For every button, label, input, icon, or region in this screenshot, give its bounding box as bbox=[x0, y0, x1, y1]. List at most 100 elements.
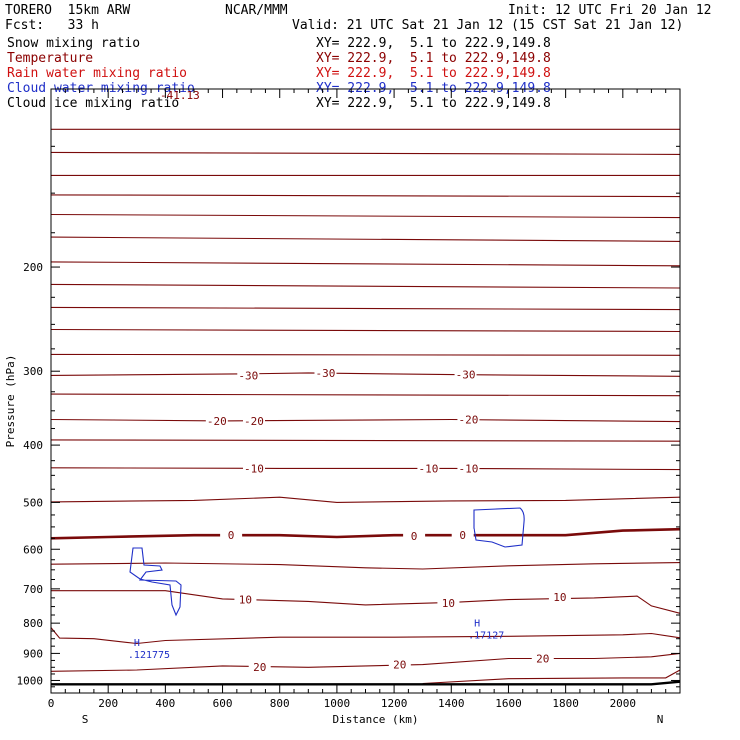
field-temperature-label: Temperature bbox=[7, 51, 94, 66]
y-tick-label: 400 bbox=[23, 439, 43, 452]
x-tick-label: 400 bbox=[155, 697, 175, 710]
isotherm-line bbox=[51, 590, 681, 614]
y-tick-label: 200 bbox=[23, 261, 43, 274]
y-tick-label: 900 bbox=[23, 647, 43, 660]
x-tick-label: 600 bbox=[213, 697, 233, 710]
cloud-water-max-value: .17127 bbox=[468, 630, 504, 641]
contour-label-backdrop bbox=[234, 593, 257, 605]
contour-label-backdrop bbox=[237, 369, 260, 381]
contour-label-backdrop bbox=[451, 529, 474, 541]
contour-label-backdrop bbox=[548, 590, 571, 602]
contour-label: 10 bbox=[553, 591, 566, 604]
contour-labels: -30 -30 -30 -20 -20 -20 -10 -10 -10 0 0 0 10 10 10 20 20… bbox=[205, 366, 571, 674]
x-tick-label: 1000 bbox=[324, 697, 351, 710]
isotherm-line bbox=[50, 151, 681, 155]
y-tick-label: 700 bbox=[23, 583, 43, 596]
contour-label: -20 bbox=[458, 413, 478, 426]
cloud-water-max-marker: H bbox=[134, 638, 140, 649]
isotherm-line bbox=[50, 236, 681, 242]
model-title: TORERO 15km ARW bbox=[5, 3, 131, 18]
field-cloud-ice-xy: XY= 222.9, 5.1 to 222.9,149.8 bbox=[316, 96, 551, 111]
isotherm-line bbox=[50, 283, 681, 289]
isotherm-line bbox=[50, 652, 681, 672]
contour-label: 0 bbox=[459, 529, 466, 542]
contour-label: -20 bbox=[207, 415, 227, 428]
isotherm-line bbox=[50, 372, 681, 377]
y-tick-label: 500 bbox=[23, 496, 43, 509]
isotherm-line bbox=[50, 353, 681, 356]
contour-label-backdrop bbox=[454, 368, 477, 380]
isotherm-line bbox=[50, 496, 681, 503]
isotherm-line bbox=[50, 467, 681, 471]
isotherm-line bbox=[50, 328, 681, 333]
isotherm-line bbox=[50, 261, 681, 267]
contour-label: -30 bbox=[316, 367, 336, 380]
org-label: NCAR/MMM bbox=[225, 3, 288, 18]
field-rain-xy: XY= 222.9, 5.1 to 222.9,149.8 bbox=[316, 66, 551, 81]
field-snow-label: Snow mixing ratio bbox=[7, 36, 141, 51]
field-temperature-xy: XY= 222.9, 5.1 to 222.9,149.8 bbox=[316, 51, 551, 66]
contour-label: -30 bbox=[456, 369, 476, 382]
contour-label-backdrop bbox=[457, 413, 480, 425]
contour-label-backdrop bbox=[242, 414, 265, 426]
contour-label-backdrop bbox=[417, 462, 440, 474]
x-tick-label: 1200 bbox=[381, 697, 408, 710]
isotherm-line bbox=[50, 439, 681, 442]
contour-label: 20 bbox=[393, 659, 406, 672]
contour-label: -30 bbox=[238, 369, 258, 382]
x-axis-title: Distance (km) bbox=[332, 713, 418, 726]
contour-label-backdrop bbox=[205, 414, 228, 426]
ground-line bbox=[51, 680, 681, 686]
field-rain-label: Rain water mixing ratio bbox=[7, 66, 188, 81]
contour-label-backdrop bbox=[314, 366, 337, 378]
isotherm-line bbox=[50, 194, 681, 198]
y-tick-label: 300 bbox=[23, 365, 43, 378]
isotherm-line bbox=[50, 527, 681, 540]
isotherm-line bbox=[50, 562, 681, 570]
contour-label: 10 bbox=[239, 594, 252, 607]
contour-label-backdrop bbox=[242, 462, 265, 474]
valid-time: Valid: 21 UTC Sat 21 Jan 12 (15 CST Sat … bbox=[292, 18, 684, 33]
contour-label: -20 bbox=[244, 415, 264, 428]
x-tick-label: 1400 bbox=[438, 697, 465, 710]
contour-label-backdrop bbox=[220, 529, 243, 541]
cloud-water-max-marker: H bbox=[474, 618, 480, 629]
cloud-water-max-value: .121775 bbox=[128, 650, 170, 661]
isotherm-line bbox=[50, 306, 681, 311]
field-snow-xy: XY= 222.9, 5.1 to 222.9,149.8 bbox=[316, 36, 551, 51]
x-tick-label: 2000 bbox=[610, 697, 637, 710]
cloud-water-contour bbox=[129, 547, 182, 617]
isotherm-line bbox=[50, 627, 681, 645]
y-tick-label: 1000 bbox=[17, 674, 44, 687]
contour-label-backdrop bbox=[388, 658, 411, 670]
axes bbox=[50, 88, 681, 694]
contour-label-backdrop bbox=[457, 462, 480, 474]
contour-label-backdrop bbox=[437, 597, 460, 609]
contour-label-backdrop bbox=[531, 652, 554, 664]
y-tick-label: 800 bbox=[23, 617, 43, 630]
x-tick-label: 1800 bbox=[552, 697, 579, 710]
contour-label: 10 bbox=[442, 597, 455, 610]
contour-label: -10 bbox=[418, 462, 438, 475]
x-tick-label: 800 bbox=[270, 697, 290, 710]
contour-label: 0 bbox=[411, 530, 418, 543]
plot-frame bbox=[50, 88, 681, 694]
contour-label-backdrop bbox=[403, 530, 426, 542]
x-tick-label: 1600 bbox=[495, 697, 522, 710]
contour-label: 0 bbox=[228, 529, 235, 542]
temperature-isotherms bbox=[50, 128, 681, 685]
init-time: Init: 12 UTC Fri 20 Jan 12 bbox=[508, 3, 712, 18]
contour-label: 20 bbox=[253, 661, 266, 674]
x-tick-label: 200 bbox=[98, 697, 118, 710]
x-tick-label: 0 bbox=[48, 697, 55, 710]
contour-label: -10 bbox=[244, 462, 264, 475]
isotherm-line bbox=[50, 393, 681, 397]
overlap-contour-label: -41.13 bbox=[160, 89, 200, 102]
ground-surface-line bbox=[51, 680, 681, 686]
contour-label: -10 bbox=[458, 462, 478, 475]
x-axis-ticks: 0 200 400 600 800 1000 1200 1400 1600 1800 2000 bbox=[48, 89, 681, 710]
isotherm-line bbox=[50, 213, 681, 219]
